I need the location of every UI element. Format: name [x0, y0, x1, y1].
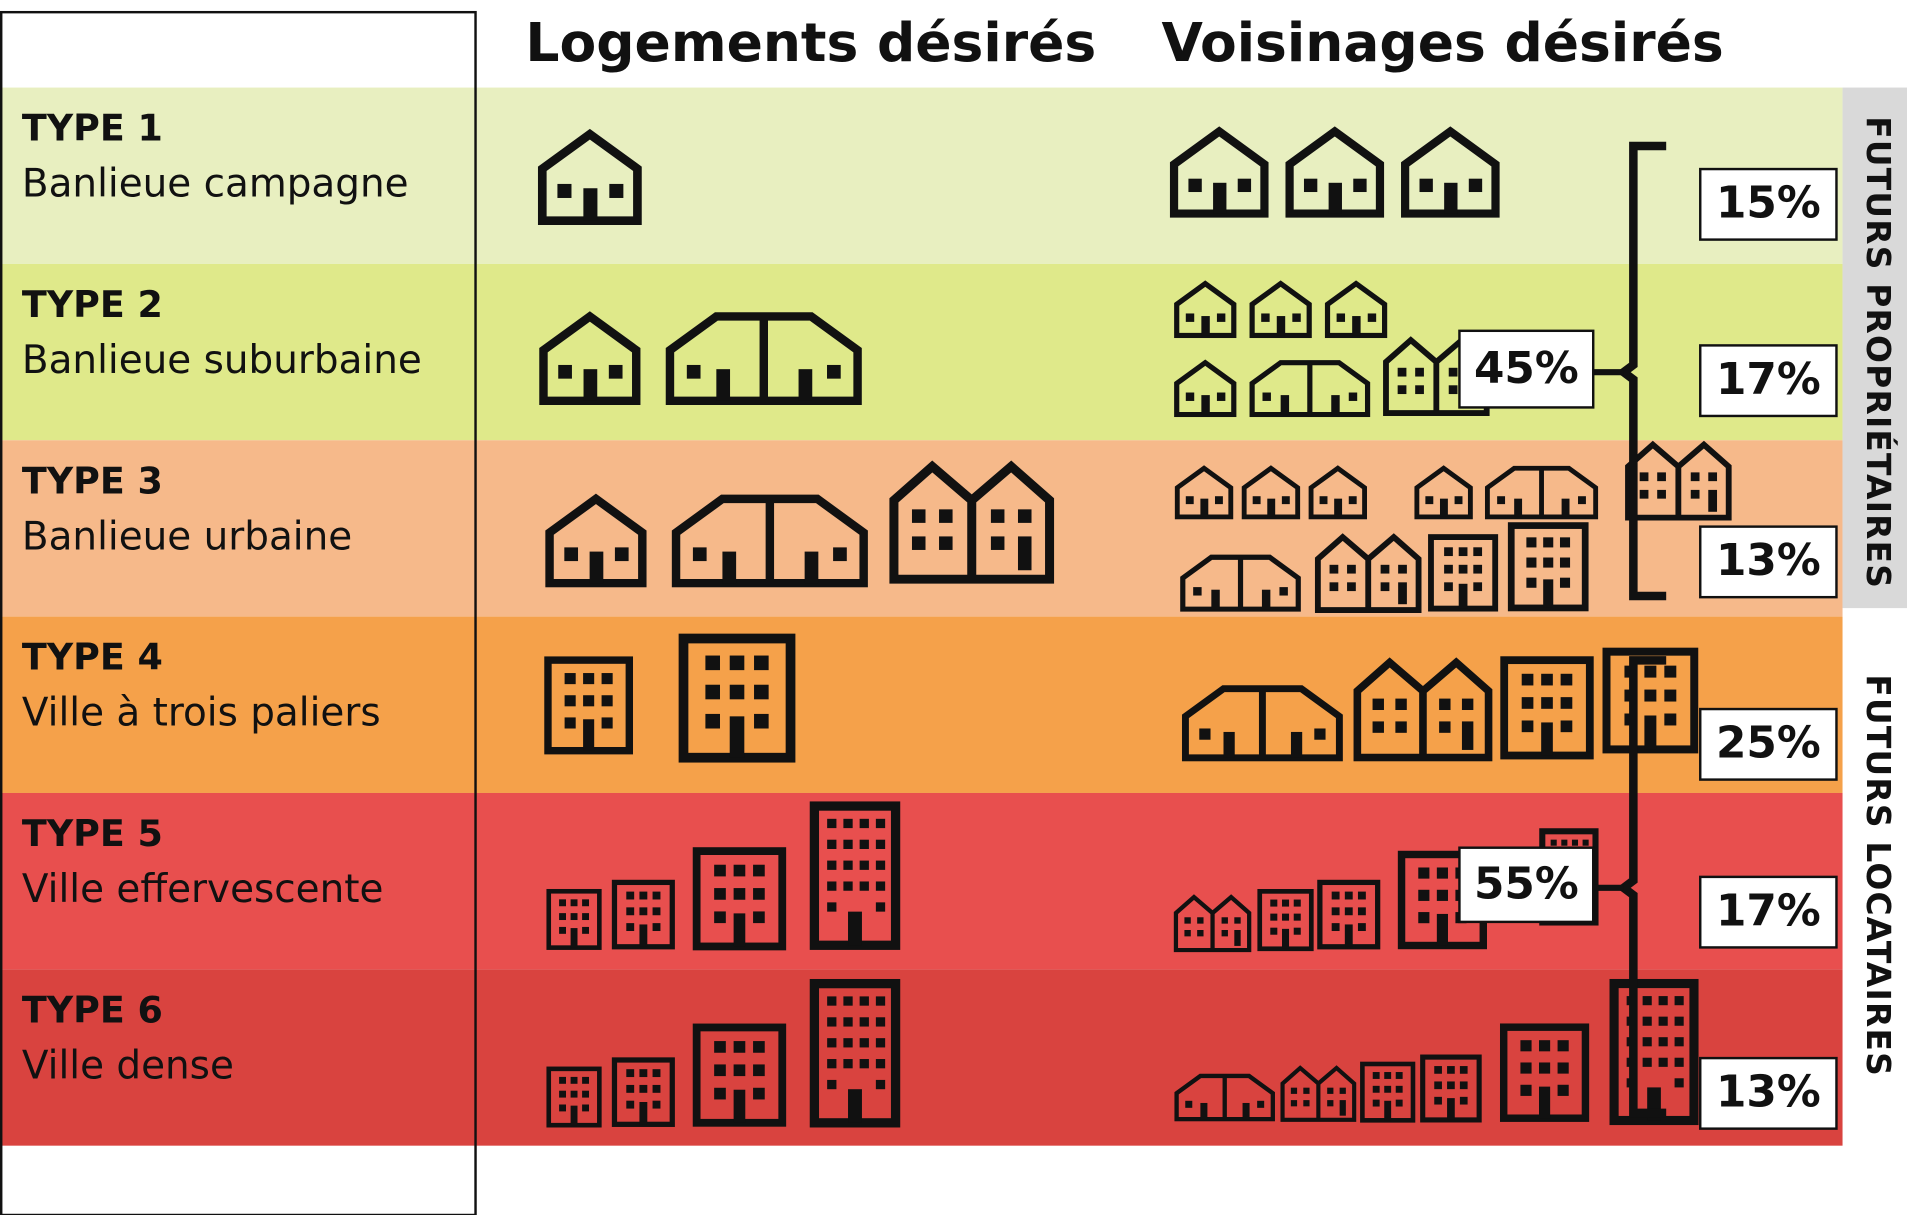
- type-name: Banlieue campagne: [22, 162, 409, 207]
- percent-box: [1699, 707, 1838, 781]
- percent-box: [1699, 167, 1838, 241]
- type-name: Ville à trois paliers: [22, 691, 381, 736]
- type-label: TYPE 5: [22, 812, 163, 855]
- percent-box: [1699, 525, 1838, 599]
- labels: TYPE 1 Banlieue campagne 15% TYPE 2 Banlieue…: [22, 107, 1838, 1130]
- type-label: TYPE 1: [22, 107, 163, 150]
- type-label: TYPE 3: [22, 459, 163, 502]
- group-total: 45%: [1474, 343, 1579, 394]
- group-label: FUTURS LOCATAIRES: [1859, 674, 1897, 1077]
- type-name: Banlieue suburbaine: [22, 338, 422, 383]
- percent-box: [1699, 875, 1838, 949]
- type-name: Ville effervescente: [22, 867, 384, 912]
- percent-box: [1699, 344, 1838, 418]
- type-name: Banlieue urbaine: [22, 514, 352, 559]
- percent: 13%: [1716, 1067, 1821, 1118]
- bands: [1, 87, 1843, 1146]
- percent: 25%: [1716, 718, 1821, 769]
- type-label: TYPE 2: [22, 283, 163, 326]
- percent-box: [1699, 1056, 1838, 1130]
- percent: 17%: [1716, 885, 1821, 936]
- total-box: [1458, 329, 1595, 409]
- percent: 17%: [1716, 354, 1821, 405]
- percent: 15%: [1716, 178, 1821, 229]
- group-total: 55%: [1474, 859, 1579, 910]
- row-band: [1, 87, 1843, 264]
- group-label: FUTURS PROPRIÉTAIRES: [1859, 116, 1899, 589]
- column-header: Logements désirés: [525, 11, 1096, 74]
- column-header: Voisinages désirés: [1161, 11, 1723, 74]
- type-name: Ville dense: [22, 1043, 234, 1088]
- type-label: TYPE 6: [22, 988, 163, 1031]
- owner-band: [1842, 87, 1907, 609]
- total-box: [1458, 846, 1595, 924]
- row-band: [1, 616, 1843, 793]
- type-label: TYPE 4: [22, 636, 163, 679]
- percent: 13%: [1716, 535, 1821, 586]
